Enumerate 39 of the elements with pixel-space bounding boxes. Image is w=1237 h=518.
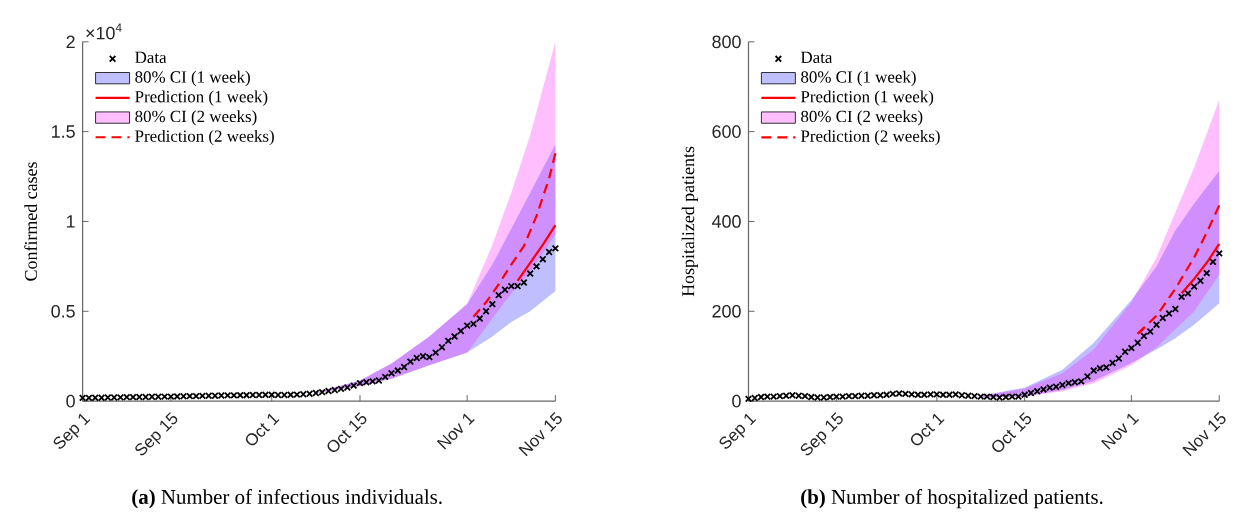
y-tick-label: 800 [712, 35, 741, 49]
text: (b) Number of hospitalized patients. [801, 489, 1103, 509]
y-tick-label: 2 [66, 35, 75, 49]
text: (a) Number of infectious individuals. [132, 489, 442, 509]
y-tick-label: 400 [711, 215, 741, 229]
y-tick-label: 1 [67, 215, 75, 228]
x-tick-label: Sep 15 [800, 412, 843, 456]
legend-label: 80% CI (2 weeks) [801, 110, 923, 126]
y-tick-label: 0 [732, 394, 741, 408]
legend-label: 80% CI (2 weeks) [135, 110, 257, 126]
x-tick-label: Sep 15 [135, 412, 178, 456]
legend-label: 80% CI (1 week) [135, 71, 250, 87]
legend-label: Prediction (2 weeks) [800, 130, 940, 146]
y-tick-label: 200 [712, 305, 741, 318]
x-tick-label: Oct 1 [910, 413, 945, 446]
line-series [516, 224, 557, 283]
legend-label: Data [135, 51, 167, 64]
x-tick-label: Nov 15 [1182, 412, 1226, 457]
x-tick-label: Nov 1 [1101, 413, 1140, 450]
x-tick-label: Sep 1 [53, 414, 91, 449]
x-tick-label: Oct 15 [992, 412, 1032, 453]
y-tick-label: 1.5 [52, 125, 75, 139]
y-tick-label: 0 [66, 394, 75, 408]
x-tick-label: Nov 15 [518, 412, 562, 457]
legend-label: Prediction (1 week) [135, 90, 268, 107]
x-tick-label: Oct 1 [245, 413, 280, 446]
legend-label: Prediction (1 week) [800, 90, 934, 107]
legend-label: Data [800, 51, 833, 64]
y-axis-title: Confirmed cases [24, 162, 38, 281]
y-axis-title: Hospitalized patients [681, 146, 698, 297]
y-tick-label: 0.5 [51, 305, 75, 318]
y-tick-label: 600 [712, 125, 741, 139]
x-tick-label: Nov 1 [436, 413, 475, 450]
line-series [472, 152, 557, 318]
legend-label: Prediction (2 weeks) [135, 130, 274, 146]
x-tick-label: Oct 15 [327, 412, 367, 453]
x-tick-label: Sep 1 [719, 414, 757, 449]
legend-label: 80% CI (1 week) [801, 71, 916, 87]
text: ×10$^{4}$ [86, 23, 122, 40]
